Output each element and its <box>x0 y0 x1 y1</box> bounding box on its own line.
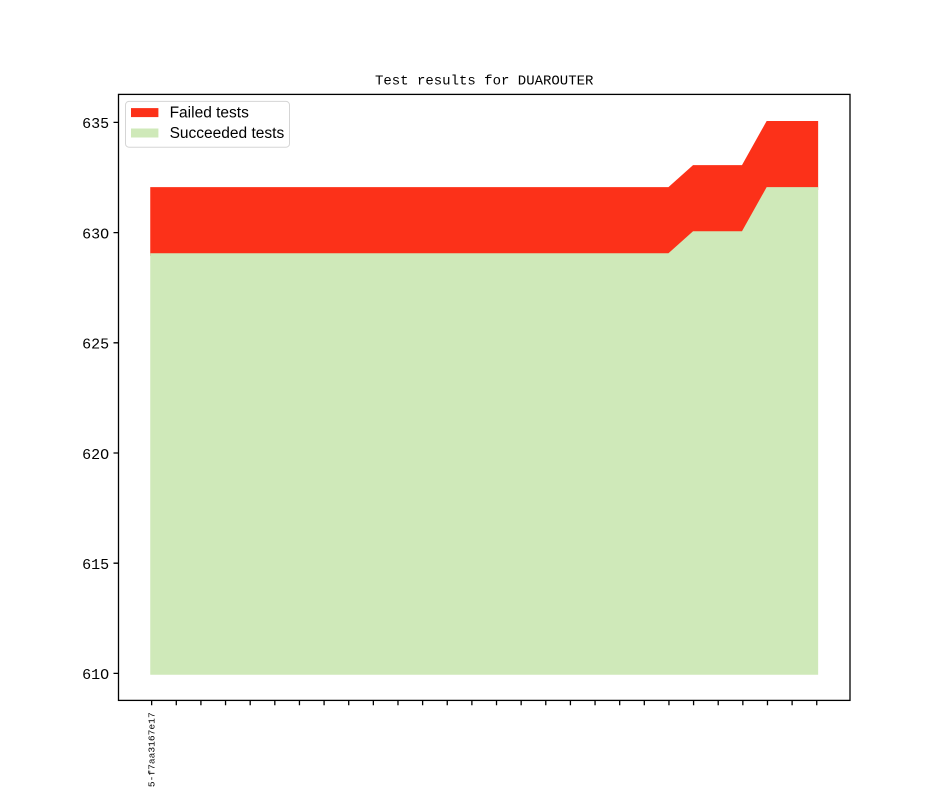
svg-text:5-f7aa3167e17: 5-f7aa3167e17 <box>147 712 158 787</box>
svg-text:625: 625 <box>82 337 109 354</box>
svg-text:61O: 61O <box>82 667 109 684</box>
svg-text:635: 635 <box>82 116 109 133</box>
svg-text:615: 615 <box>82 557 109 574</box>
svg-text:Test results for DUAROUTER: Test results for DUAROUTER <box>375 74 594 90</box>
svg-text:62O: 62O <box>82 447 109 464</box>
svg-text:Succeeded tests: Succeeded tests <box>170 125 285 142</box>
svg-text:63O: 63O <box>82 226 109 243</box>
svg-text:Failed tests: Failed tests <box>170 105 250 122</box>
